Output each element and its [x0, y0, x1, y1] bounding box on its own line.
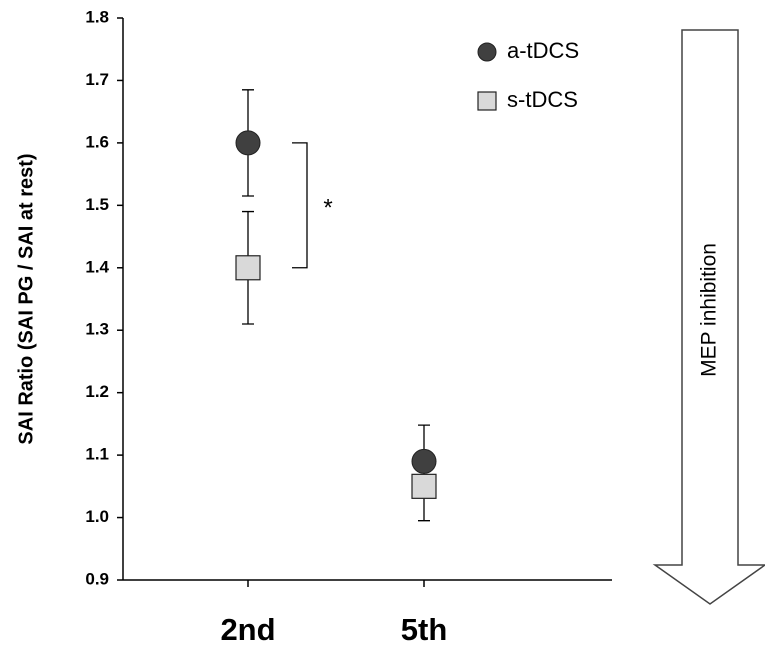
y-tick-label: 1.4: [85, 257, 109, 276]
point: [235, 255, 261, 281]
legend-label: s-tDCS: [507, 87, 578, 112]
y-tick-label: 1.6: [85, 132, 109, 151]
point: [411, 448, 437, 474]
y-tick-label: 1.3: [85, 320, 109, 339]
y-tick-label: 1.0: [85, 507, 109, 526]
y-tick-label: 1.7: [85, 70, 109, 89]
arrow: [652, 29, 765, 605]
significance-bracket: [292, 142, 308, 269]
x-tick-label: 2nd: [220, 612, 275, 647]
y-axis-label: SAI Ratio (SAI PG / SAI at rest): [15, 153, 37, 444]
point: [235, 130, 261, 156]
y-tick-label: 1.8: [85, 7, 109, 26]
point: [411, 473, 437, 499]
y-tick-label: 1.2: [85, 382, 109, 401]
legend-marker: [477, 42, 497, 62]
legend-label: a-tDCS: [507, 38, 579, 63]
y-tick-label: 1.1: [85, 445, 109, 464]
legend-marker: [477, 91, 497, 111]
y-tick-label: 0.9: [85, 569, 109, 588]
x-tick-label: 5th: [401, 612, 448, 647]
y-tick-label: 1.5: [85, 195, 109, 214]
arrow-label: MEP inhibition: [698, 243, 721, 377]
annotation: *: [323, 195, 332, 222]
